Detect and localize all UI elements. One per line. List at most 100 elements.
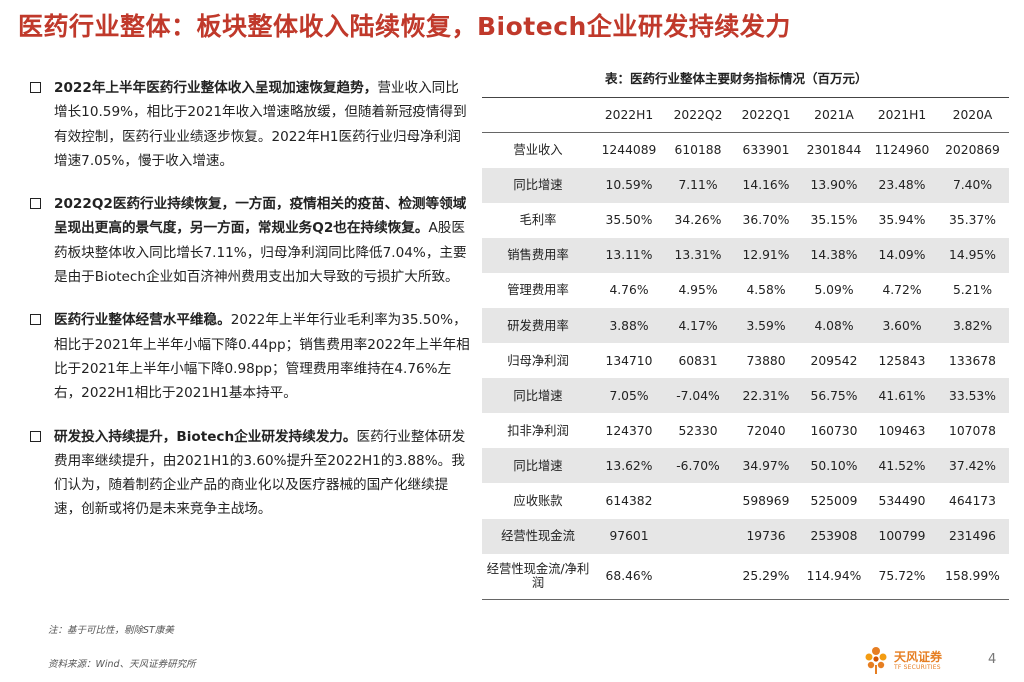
table-row: 同比增速 10.59% 7.11% 14.16% 13.90% 23.48% 7.40% xyxy=(482,167,1009,203)
table-row: 经营性现金流/净利润 68.46% 25.29% 114.94% 75.72% 158.9… xyxy=(482,553,1009,601)
table-cell: 231496 xyxy=(936,518,1009,554)
row-label: 研发费用率 xyxy=(482,307,594,344)
table-cell xyxy=(664,553,732,601)
table-cell: 598969 xyxy=(742,493,790,508)
table-cell: 5.09% xyxy=(814,283,854,298)
table-cell: 22.31% xyxy=(732,378,800,414)
column-header: 2022H1 xyxy=(594,97,664,133)
table-row: 经营性现金流 97601 19736 253908 100799 231496 xyxy=(482,518,1009,554)
table-cell: -7.04% xyxy=(664,378,732,414)
table-cell: 35.37% xyxy=(949,213,996,228)
table-row: 扣非净利润 124370 52330 72040 160730 109463 107078 xyxy=(482,413,1009,448)
checkbox-square-icon xyxy=(30,430,41,442)
table-cell: 25.29% xyxy=(732,553,800,601)
table-cell: 13.31% xyxy=(664,237,732,273)
table-cell: 12.91% xyxy=(732,237,800,273)
row-label: 经营性现金流/净利润 xyxy=(482,553,594,601)
table-cell: 68.46% xyxy=(594,553,664,601)
table-cell: 60831 xyxy=(678,353,718,368)
row-label: 同比增速 xyxy=(482,448,594,484)
table-cell: 56.75% xyxy=(800,378,868,414)
table-cell: 41.52% xyxy=(868,448,936,484)
table-cell: 36.70% xyxy=(742,213,790,228)
table-cell: 107078 xyxy=(949,423,996,438)
bullet-body: A股医药板块整体收入同比增长7.11%，归母净利润同比降低7.04%，主要是由于… xyxy=(54,220,467,286)
row-label: 毛利率 xyxy=(519,213,557,228)
table-cell: 109463 xyxy=(878,423,926,438)
table-cell: 5.21% xyxy=(952,283,993,298)
page-number: 4 xyxy=(988,652,997,667)
table-cell: 2020869 xyxy=(945,143,1000,158)
bullet-item: 医药行业整体经营水平维稳。2022年上半年行业毛利率为35.50%，相比于202… xyxy=(30,308,470,405)
table-row: 研发费用率 3.88% 4.17% 3.59% 4.08% 3.60% 3.82% xyxy=(482,307,1009,344)
table-cell: 1124960 xyxy=(874,143,930,158)
table-cell: 7.40% xyxy=(936,167,1009,203)
financial-table: 2022H1 2022Q2 2022Q1 2021A 2021H1 2020A … xyxy=(482,97,1009,601)
table-cell: 133678 xyxy=(949,353,996,368)
page-title: 医药行业整体：板块整体收入陆续恢复，Biotech企业研发持续发力 xyxy=(18,12,791,41)
table-cell: 525009 xyxy=(810,493,858,508)
table-cell: 534490 xyxy=(878,493,926,508)
table-cell: 13.62% xyxy=(594,448,664,484)
table-cell: 124370 xyxy=(605,423,653,438)
table-cell: 35.15% xyxy=(810,213,858,228)
bullet-body: 2022年上半年行业毛利率为35.50%，相比于2021年上半年小幅下降0.44… xyxy=(54,312,470,402)
table-row: 同比增速 7.05% -7.04% 22.31% 56.75% 41.61% 33.53% xyxy=(482,378,1009,414)
checkbox-square-icon xyxy=(30,314,41,326)
table-cell: 10.59% xyxy=(594,167,664,203)
bullet-item: 研发投入持续提升，Biotech企业研发持续发力。医药行业整体研发费用率继续提升… xyxy=(30,425,470,522)
table-cell: 34.97% xyxy=(732,448,800,484)
column-header: 2022Q2 xyxy=(664,97,732,133)
table-row: 销售费用率 13.11% 13.31% 12.91% 14.38% 14.09% 14.95… xyxy=(482,237,1009,273)
table-cell: 50.10% xyxy=(800,448,868,484)
table-cell: 7.05% xyxy=(594,378,664,414)
table-cell: 33.53% xyxy=(936,378,1009,414)
checkbox-square-icon xyxy=(30,198,41,210)
table-cell: 41.61% xyxy=(868,378,936,414)
column-header: 2021A xyxy=(800,97,868,133)
table-cell: 14.09% xyxy=(868,237,936,273)
row-label: 经营性现金流 xyxy=(482,518,594,554)
table-cell: 1244089 xyxy=(601,143,657,158)
row-label: 应收账款 xyxy=(513,493,563,508)
table-cell: 7.11% xyxy=(664,167,732,203)
table-row: 同比增速 13.62% -6.70% 34.97% 50.10% 41.52% 37.42% xyxy=(482,448,1009,484)
logo-name: 天风证券 xyxy=(894,650,943,664)
row-label: 同比增速 xyxy=(482,167,594,203)
table-cell: 3.88% xyxy=(594,307,664,344)
source-note: 资料来源：Wind、天风证券研究所 xyxy=(48,659,196,670)
table-cell: 633901 xyxy=(742,143,790,158)
row-label: 管理费用率 xyxy=(507,283,569,298)
table-cell: 97601 xyxy=(594,518,664,554)
row-label: 扣非净利润 xyxy=(507,423,569,438)
table-cell: 13.90% xyxy=(800,167,868,203)
table-row: 营业收入 1244089 610188 633901 2301844 1124960 202… xyxy=(482,133,1009,168)
table-cell: 3.59% xyxy=(732,307,800,344)
table-cell: 4.76% xyxy=(609,283,649,298)
table-cell: 73880 xyxy=(746,353,786,368)
table-cell: 160730 xyxy=(810,423,858,438)
table-cell: 3.82% xyxy=(936,307,1009,344)
bullet-item: 2022年上半年医药行业整体收入呈现加速恢复趋势，营业收入同比增长10.59%，… xyxy=(30,76,470,173)
bullet-list: 2022年上半年医药行业整体收入呈现加速恢复趋势，营业收入同比增长10.59%，… xyxy=(30,76,470,522)
table-cell: 253908 xyxy=(800,518,868,554)
bullet-lead: 2022年上半年医药行业整体收入呈现加速恢复趋势， xyxy=(54,80,378,96)
table-cell: 4.58% xyxy=(746,283,786,298)
bullet-body: 营业收入同比增长10.59%，相比于2021年收入增速略放缓，但随着新冠疫情得到… xyxy=(54,80,467,169)
table-cell: 610188 xyxy=(674,143,722,158)
table-row: 管理费用率 4.76% 4.95% 4.58% 5.09% 4.72% 5.21% xyxy=(482,273,1009,308)
bullet-lead: 研发投入持续提升，Biotech企业研发持续发力。 xyxy=(54,428,357,445)
table-cell xyxy=(664,483,732,518)
table-cell: 464173 xyxy=(949,493,996,508)
table-cell: 100799 xyxy=(868,518,936,554)
row-label: 归母净利润 xyxy=(507,353,569,368)
table-header-row: 2022H1 2022Q2 2022Q1 2021A 2021H1 2020A xyxy=(482,97,1009,133)
table-cell: 14.38% xyxy=(800,237,868,273)
bullet-lead: 医药行业整体经营水平维稳。 xyxy=(54,312,231,329)
table-cell: 52330 xyxy=(678,423,718,438)
table-row: 归母净利润 134710 60831 73880 209542 125843 133678 xyxy=(482,343,1009,378)
tf-flower-logo-icon xyxy=(865,647,887,674)
company-logo: 天风证券 TF SECURITIES xyxy=(862,645,942,677)
table-row: 应收账款 614382 598969 525009 534490 464173 xyxy=(482,483,1009,518)
column-header: 2020A xyxy=(936,97,1009,133)
